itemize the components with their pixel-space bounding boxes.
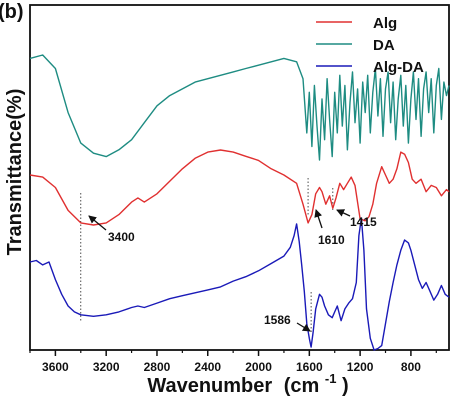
guide-lines [80, 178, 334, 334]
x-axis-title-unit-superscript: -1 [325, 371, 337, 386]
x-tick-label-2400: 2400 [194, 360, 221, 374]
legend-label-alg-da: Alg-DA [373, 59, 424, 76]
x-tick-label-800: 800 [401, 360, 421, 374]
x-tick-label-1200: 1200 [347, 360, 374, 374]
annotation-arrow-3400 [88, 215, 107, 231]
x-tick-label-3200: 3200 [93, 360, 120, 374]
x-axis: 3600 3200 2800 2400 2000 1600 1200 800 [29, 350, 437, 374]
annotations: 3400 1610 1415 1586 [88, 209, 377, 332]
series-line-da [29, 54, 450, 161]
curves [29, 54, 450, 351]
y-axis-title: Transmittance(%) [4, 89, 26, 256]
x-axis-title-main: Wavenumber [147, 375, 272, 397]
x-tick-label-3600: 3600 [42, 360, 69, 374]
annotation-arrow-1415 [336, 209, 351, 217]
x-tick-label-2000: 2000 [245, 360, 272, 374]
legend: Alg DA Alg-DA [316, 15, 424, 76]
annotation-label-3400: 3400 [108, 230, 135, 244]
x-axis-title-unit-close: ) [342, 375, 349, 397]
legend-label-alg: Alg [373, 15, 397, 32]
legend-label-da: DA [373, 37, 395, 54]
annotation-arrow-1586 [296, 322, 311, 332]
x-tick-label-2800: 2800 [144, 360, 171, 374]
annotation-arrow-1610 [314, 209, 323, 229]
annotation-label-1586: 1586 [264, 313, 291, 327]
x-axis-title: Wavenumber (cm -1 ) [147, 366, 348, 397]
x-axis-title-unit: (cm [284, 375, 320, 397]
plot-frame [29, 4, 450, 351]
series-line-alg [29, 149, 450, 226]
x-tick-label-1600: 1600 [296, 360, 323, 374]
series-line-alg-da [29, 217, 450, 351]
annotation-label-1610: 1610 [318, 233, 345, 247]
annotation-label-1415: 1415 [350, 215, 377, 229]
panel-label: (b) [0, 1, 24, 23]
